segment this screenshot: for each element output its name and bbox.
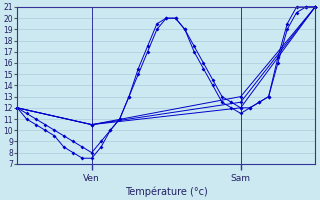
- X-axis label: Température (°c): Température (°c): [125, 186, 208, 197]
